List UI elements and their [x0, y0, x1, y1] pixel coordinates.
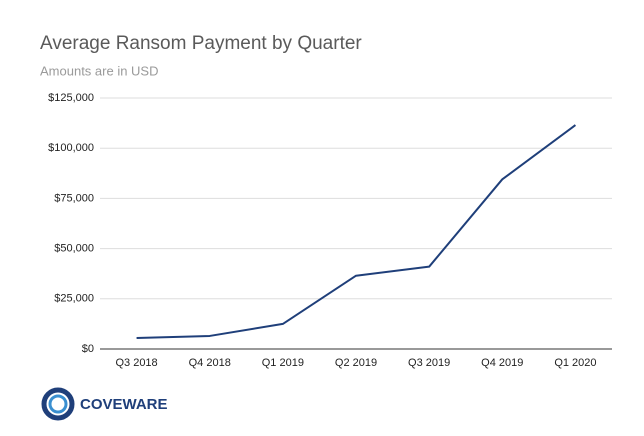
y-tick-label: $50,000 — [54, 243, 94, 255]
logo-inner — [48, 394, 68, 414]
logo-text: COVEWARE — [80, 396, 168, 413]
x-tick-label: Q2 2019 — [335, 357, 377, 369]
chart-title: Average Ransom Payment by Quarter — [40, 33, 362, 54]
x-tick-label: Q1 2019 — [262, 357, 304, 369]
line — [136, 124, 577, 339]
logo-ring — [41, 387, 75, 421]
x-tick-label: Q4 2018 — [189, 357, 231, 369]
x-tick-label: Q3 2019 — [408, 357, 450, 369]
y-tick-label: $100,000 — [48, 142, 94, 154]
chart-subtitle: Amounts are in USD — [40, 63, 159, 78]
y-tick-label: $25,000 — [54, 293, 94, 305]
x-tick-label: Q4 2019 — [481, 357, 523, 369]
x-tick-label: Q3 2018 — [115, 357, 157, 369]
y-tick-label: $125,000 — [48, 92, 94, 104]
logo: COVEWARE — [41, 387, 168, 421]
y-tick-label: $0 — [82, 343, 94, 355]
x-tick-label: Q1 2020 — [554, 357, 596, 369]
y-tick-label: $75,000 — [54, 192, 94, 204]
